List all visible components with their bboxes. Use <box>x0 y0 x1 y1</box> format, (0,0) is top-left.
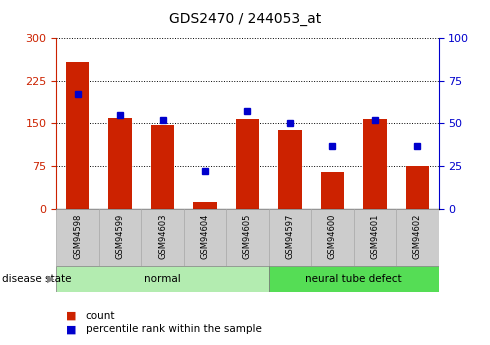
Bar <box>108 118 132 209</box>
Bar <box>406 166 429 209</box>
Bar <box>396 209 439 266</box>
Bar <box>99 209 141 266</box>
Text: normal: normal <box>144 274 181 284</box>
Bar <box>236 119 259 209</box>
Bar <box>56 209 99 266</box>
Text: GSM94598: GSM94598 <box>73 213 82 259</box>
Bar <box>56 266 269 292</box>
Text: GDS2470 / 244053_at: GDS2470 / 244053_at <box>169 12 321 26</box>
Text: GSM94603: GSM94603 <box>158 213 167 259</box>
Bar <box>320 172 344 209</box>
Text: disease state: disease state <box>2 274 72 284</box>
Text: GSM94601: GSM94601 <box>370 213 379 259</box>
Bar <box>66 62 89 209</box>
Text: ■: ■ <box>66 325 76 334</box>
Text: GSM94602: GSM94602 <box>413 213 422 259</box>
Bar <box>151 125 174 209</box>
Bar <box>184 209 226 266</box>
Bar <box>311 209 354 266</box>
Text: neural tube defect: neural tube defect <box>305 274 402 284</box>
Text: ■: ■ <box>66 311 76 321</box>
Bar <box>363 119 387 209</box>
Bar <box>278 130 301 209</box>
Bar <box>226 209 269 266</box>
Text: GSM94604: GSM94604 <box>200 213 210 259</box>
Bar <box>193 202 217 209</box>
Bar <box>354 209 396 266</box>
Text: count: count <box>86 311 115 321</box>
Text: ▶: ▶ <box>47 274 54 284</box>
Text: GSM94599: GSM94599 <box>116 214 124 259</box>
Bar <box>269 266 439 292</box>
Text: GSM94605: GSM94605 <box>243 213 252 259</box>
Text: percentile rank within the sample: percentile rank within the sample <box>86 325 262 334</box>
Bar <box>141 209 184 266</box>
Text: GSM94600: GSM94600 <box>328 213 337 259</box>
Text: GSM94597: GSM94597 <box>285 213 294 259</box>
Bar <box>269 209 311 266</box>
